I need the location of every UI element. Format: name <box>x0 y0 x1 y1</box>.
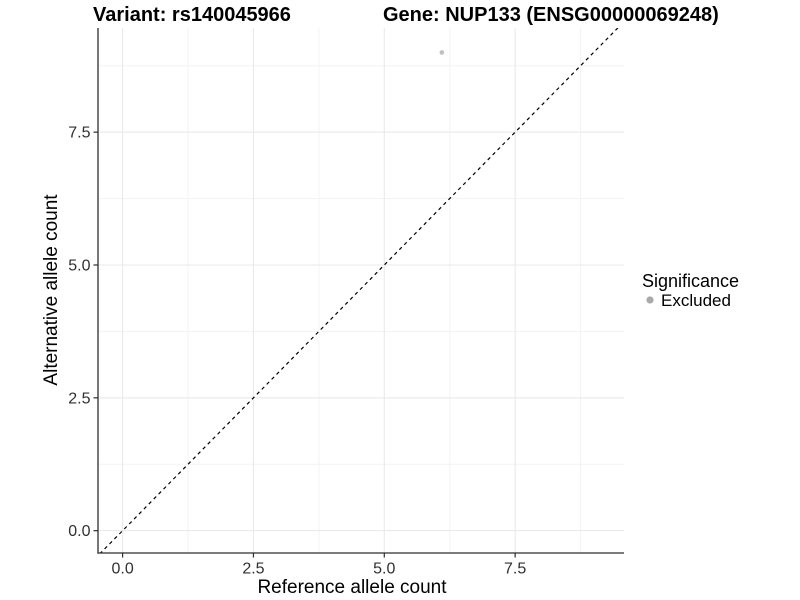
y-tick-label: 2.5 <box>68 390 90 407</box>
major-gridlines <box>98 28 624 553</box>
x-tick-label: 5.0 <box>373 561 395 578</box>
legend-key-excluded-icon <box>646 296 654 304</box>
x-tick-label: 0.0 <box>111 561 133 578</box>
axis-ticks <box>93 131 516 558</box>
axis-tick-labels: 0.0 2.5 5.0 7.5 0.0 2.5 5.0 7.5 <box>68 125 526 578</box>
data-points-layer <box>439 50 445 55</box>
identity-line-layer <box>99 28 619 553</box>
minor-gridlines <box>98 28 624 553</box>
y-tick-label: 7.5 <box>68 125 90 142</box>
y-tick-label: 5.0 <box>68 257 90 274</box>
x-axis-title: Reference allele count <box>257 577 447 598</box>
identity-dashed-line <box>99 28 619 553</box>
plot-title-gene: Gene: NUP133 (ENSG00000069248) <box>383 4 719 26</box>
y-axis-title: Alternative allele count <box>41 194 62 386</box>
x-tick-label: 2.5 <box>242 561 264 578</box>
x-tick-label: 7.5 <box>504 561 526 578</box>
legend-label-excluded: Excluded <box>661 291 731 310</box>
plot-title-variant: Variant: rs140045966 <box>93 4 291 26</box>
data-point <box>439 50 445 55</box>
legend: Significance Excluded <box>642 271 739 310</box>
legend-title: Significance <box>642 271 739 291</box>
plot-panel <box>98 28 624 553</box>
y-tick-label: 0.0 <box>68 523 90 540</box>
